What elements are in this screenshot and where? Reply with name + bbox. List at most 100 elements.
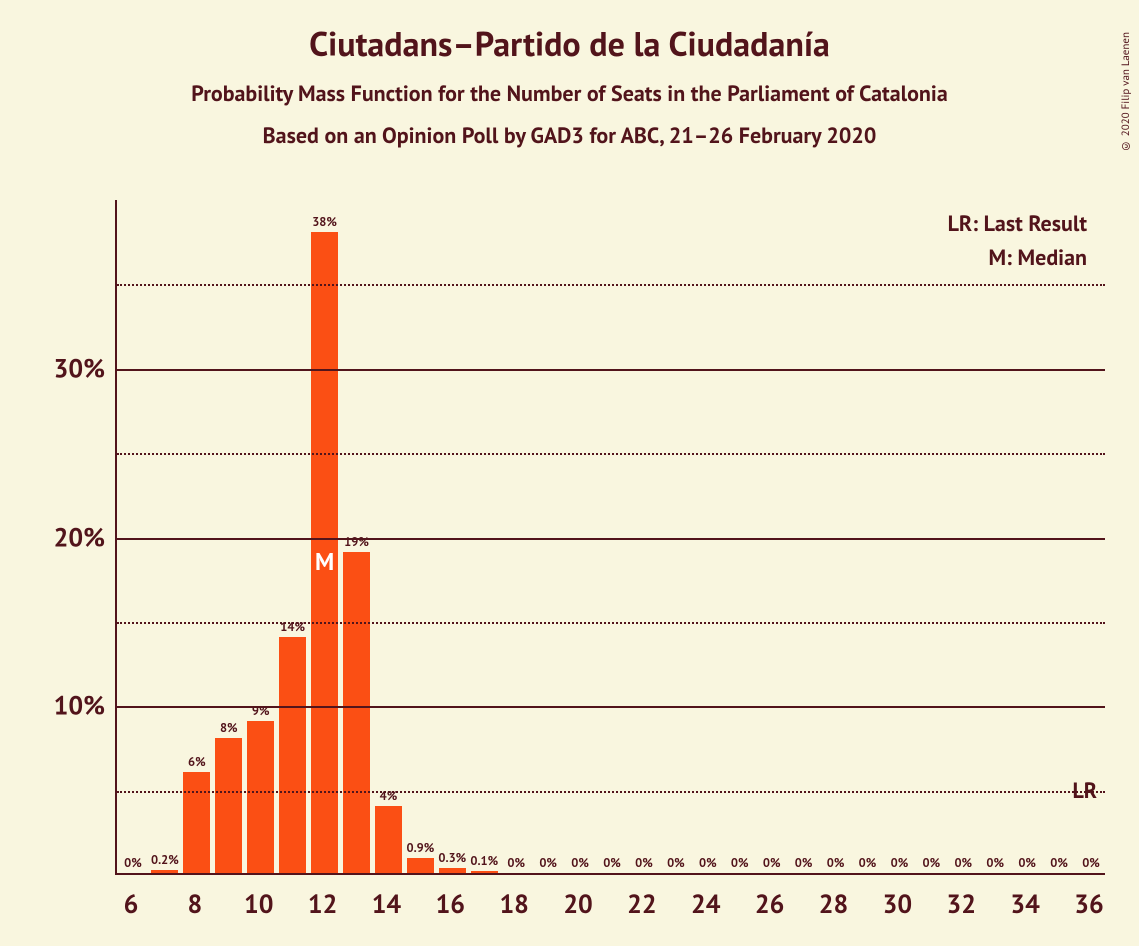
- bar-group: 0%: [566, 198, 593, 873]
- x-tick-label: 34: [1010, 888, 1039, 921]
- legend-lr: LR: Last Result: [948, 210, 1087, 238]
- bar-group: 0%: [662, 198, 689, 873]
- bar-group: 0%: [982, 198, 1009, 873]
- bar-value-label: 0%: [923, 855, 941, 871]
- x-tick-label: 22: [627, 888, 656, 921]
- bar-group: 0%: [503, 198, 530, 873]
- bar-value-label: 0%: [859, 855, 877, 871]
- bar-value-label: 0%: [124, 855, 142, 871]
- bar-group: 0%: [1077, 198, 1104, 873]
- bar-value-label: 0.2%: [151, 852, 179, 868]
- bar-group: 6%: [183, 198, 210, 873]
- x-tick-label: 26: [755, 888, 784, 921]
- bar-value-label: 0%: [1082, 855, 1100, 871]
- bar: [343, 552, 370, 873]
- bar-group: 9%: [247, 198, 274, 873]
- x-tick-label: 18: [499, 888, 528, 921]
- bar: [407, 858, 434, 873]
- median-marker: M: [315, 546, 334, 577]
- x-tick-label: 6: [124, 888, 139, 921]
- lr-label: LR: [1072, 777, 1097, 805]
- gridline-minor: [117, 791, 1105, 793]
- gridline-minor: [117, 453, 1105, 455]
- bar: [279, 637, 306, 873]
- bar-value-label: 0.3%: [438, 850, 466, 866]
- bar-group: 0.2%: [151, 198, 178, 873]
- bar-value-label: 0%: [763, 855, 781, 871]
- bar-group: 0%: [758, 198, 785, 873]
- bar-group: 0.1%: [471, 198, 498, 873]
- y-tick-label: 20%: [25, 521, 105, 554]
- x-tick-label: 30: [883, 888, 912, 921]
- bar-group: 0.3%: [439, 198, 466, 873]
- legend-m: M: Median: [988, 244, 1087, 272]
- x-tick-label: 12: [308, 888, 337, 921]
- bar-group: 0%: [950, 198, 977, 873]
- bar-group: 8%: [215, 198, 242, 873]
- bar-group: 0%: [918, 198, 945, 873]
- x-tick-label: 14: [372, 888, 401, 921]
- bar: [247, 721, 274, 873]
- bar-group: 0%: [1014, 198, 1041, 873]
- bar-value-label: 0%: [891, 855, 909, 871]
- plot-region: 0% 0.2% 6% 8% 9%14%38%19%4%0.9%0.3%0.1% 0% 0% 0…: [115, 200, 1105, 875]
- bar-group: 0%: [630, 198, 657, 873]
- x-tick-label: 32: [947, 888, 976, 921]
- bar-value-label: 0.9%: [406, 840, 434, 856]
- bar-value-label: 0%: [603, 855, 621, 871]
- bar-value-label: 0%: [986, 855, 1004, 871]
- bar: [471, 871, 498, 873]
- x-tick-label: 28: [819, 888, 848, 921]
- bar-value-label: 0%: [1050, 855, 1068, 871]
- chart-subtitle-2: Based on an Opinion Poll by GAD3 for ABC…: [0, 122, 1139, 150]
- bar-group: 0%: [822, 198, 849, 873]
- bar-group: 0%: [854, 198, 881, 873]
- bar-group: 38%: [311, 198, 338, 873]
- bar-group: 4%: [375, 198, 402, 873]
- x-tick-label: 10: [244, 888, 273, 921]
- x-tick-label: 36: [1074, 888, 1103, 921]
- y-tick-label: 10%: [25, 690, 105, 723]
- bar-value-label: 0%: [667, 855, 685, 871]
- bar-group: 0%: [535, 198, 562, 873]
- bar-value-label: 6%: [188, 754, 206, 770]
- bar-group: 0%: [1046, 198, 1073, 873]
- bar: [183, 772, 210, 873]
- bar-group: 0%: [726, 198, 753, 873]
- y-tick-label: 30%: [25, 352, 105, 385]
- x-tick-label: 20: [563, 888, 592, 921]
- bar-value-label: 0%: [699, 855, 717, 871]
- chart-area: 0% 0.2% 6% 8% 9%14%38%19%4%0.9%0.3%0.1% 0% 0% 0…: [115, 200, 1105, 875]
- bar-value-label: 8%: [220, 720, 238, 736]
- x-tick-label: 16: [436, 888, 465, 921]
- gridline-major: [117, 538, 1105, 540]
- bar-value-label: 0%: [507, 855, 525, 871]
- bar-value-label: 0%: [1018, 855, 1036, 871]
- copyright-text: © 2020 Filip van Laenen: [1119, 32, 1133, 153]
- bar-group: 0%: [598, 198, 625, 873]
- bar-value-label: 0%: [571, 855, 589, 871]
- bar-group: 0%: [119, 198, 146, 873]
- gridline-major: [117, 706, 1105, 708]
- gridline-major: [117, 369, 1105, 371]
- bar: [151, 870, 178, 873]
- chart-title: Ciutadans–Partido de la Ciudadanía: [0, 22, 1139, 66]
- gridline-minor: [117, 622, 1105, 624]
- bar-group: 19%: [343, 198, 370, 873]
- bar-group: 14%: [279, 198, 306, 873]
- bar: [375, 806, 402, 874]
- bar-group: 0%: [886, 198, 913, 873]
- bar-value-label: 0%: [635, 855, 653, 871]
- bar-value-label: 0%: [539, 855, 557, 871]
- bar-group: 0.9%: [407, 198, 434, 873]
- bar-value-label: 0%: [827, 855, 845, 871]
- chart-subtitle-1: Probability Mass Function for the Number…: [0, 80, 1139, 108]
- bar-value-label: 0%: [731, 855, 749, 871]
- x-tick-label: 8: [187, 888, 202, 921]
- bar-group: 0%: [694, 198, 721, 873]
- bar-value-label: 0%: [795, 855, 813, 871]
- x-tick-label: 24: [691, 888, 720, 921]
- bars-container: 0% 0.2% 6% 8% 9%14%38%19%4%0.9%0.3%0.1% 0% 0% 0…: [117, 200, 1105, 873]
- gridline-minor: [117, 284, 1105, 286]
- bar-value-label: 0.1%: [470, 853, 498, 869]
